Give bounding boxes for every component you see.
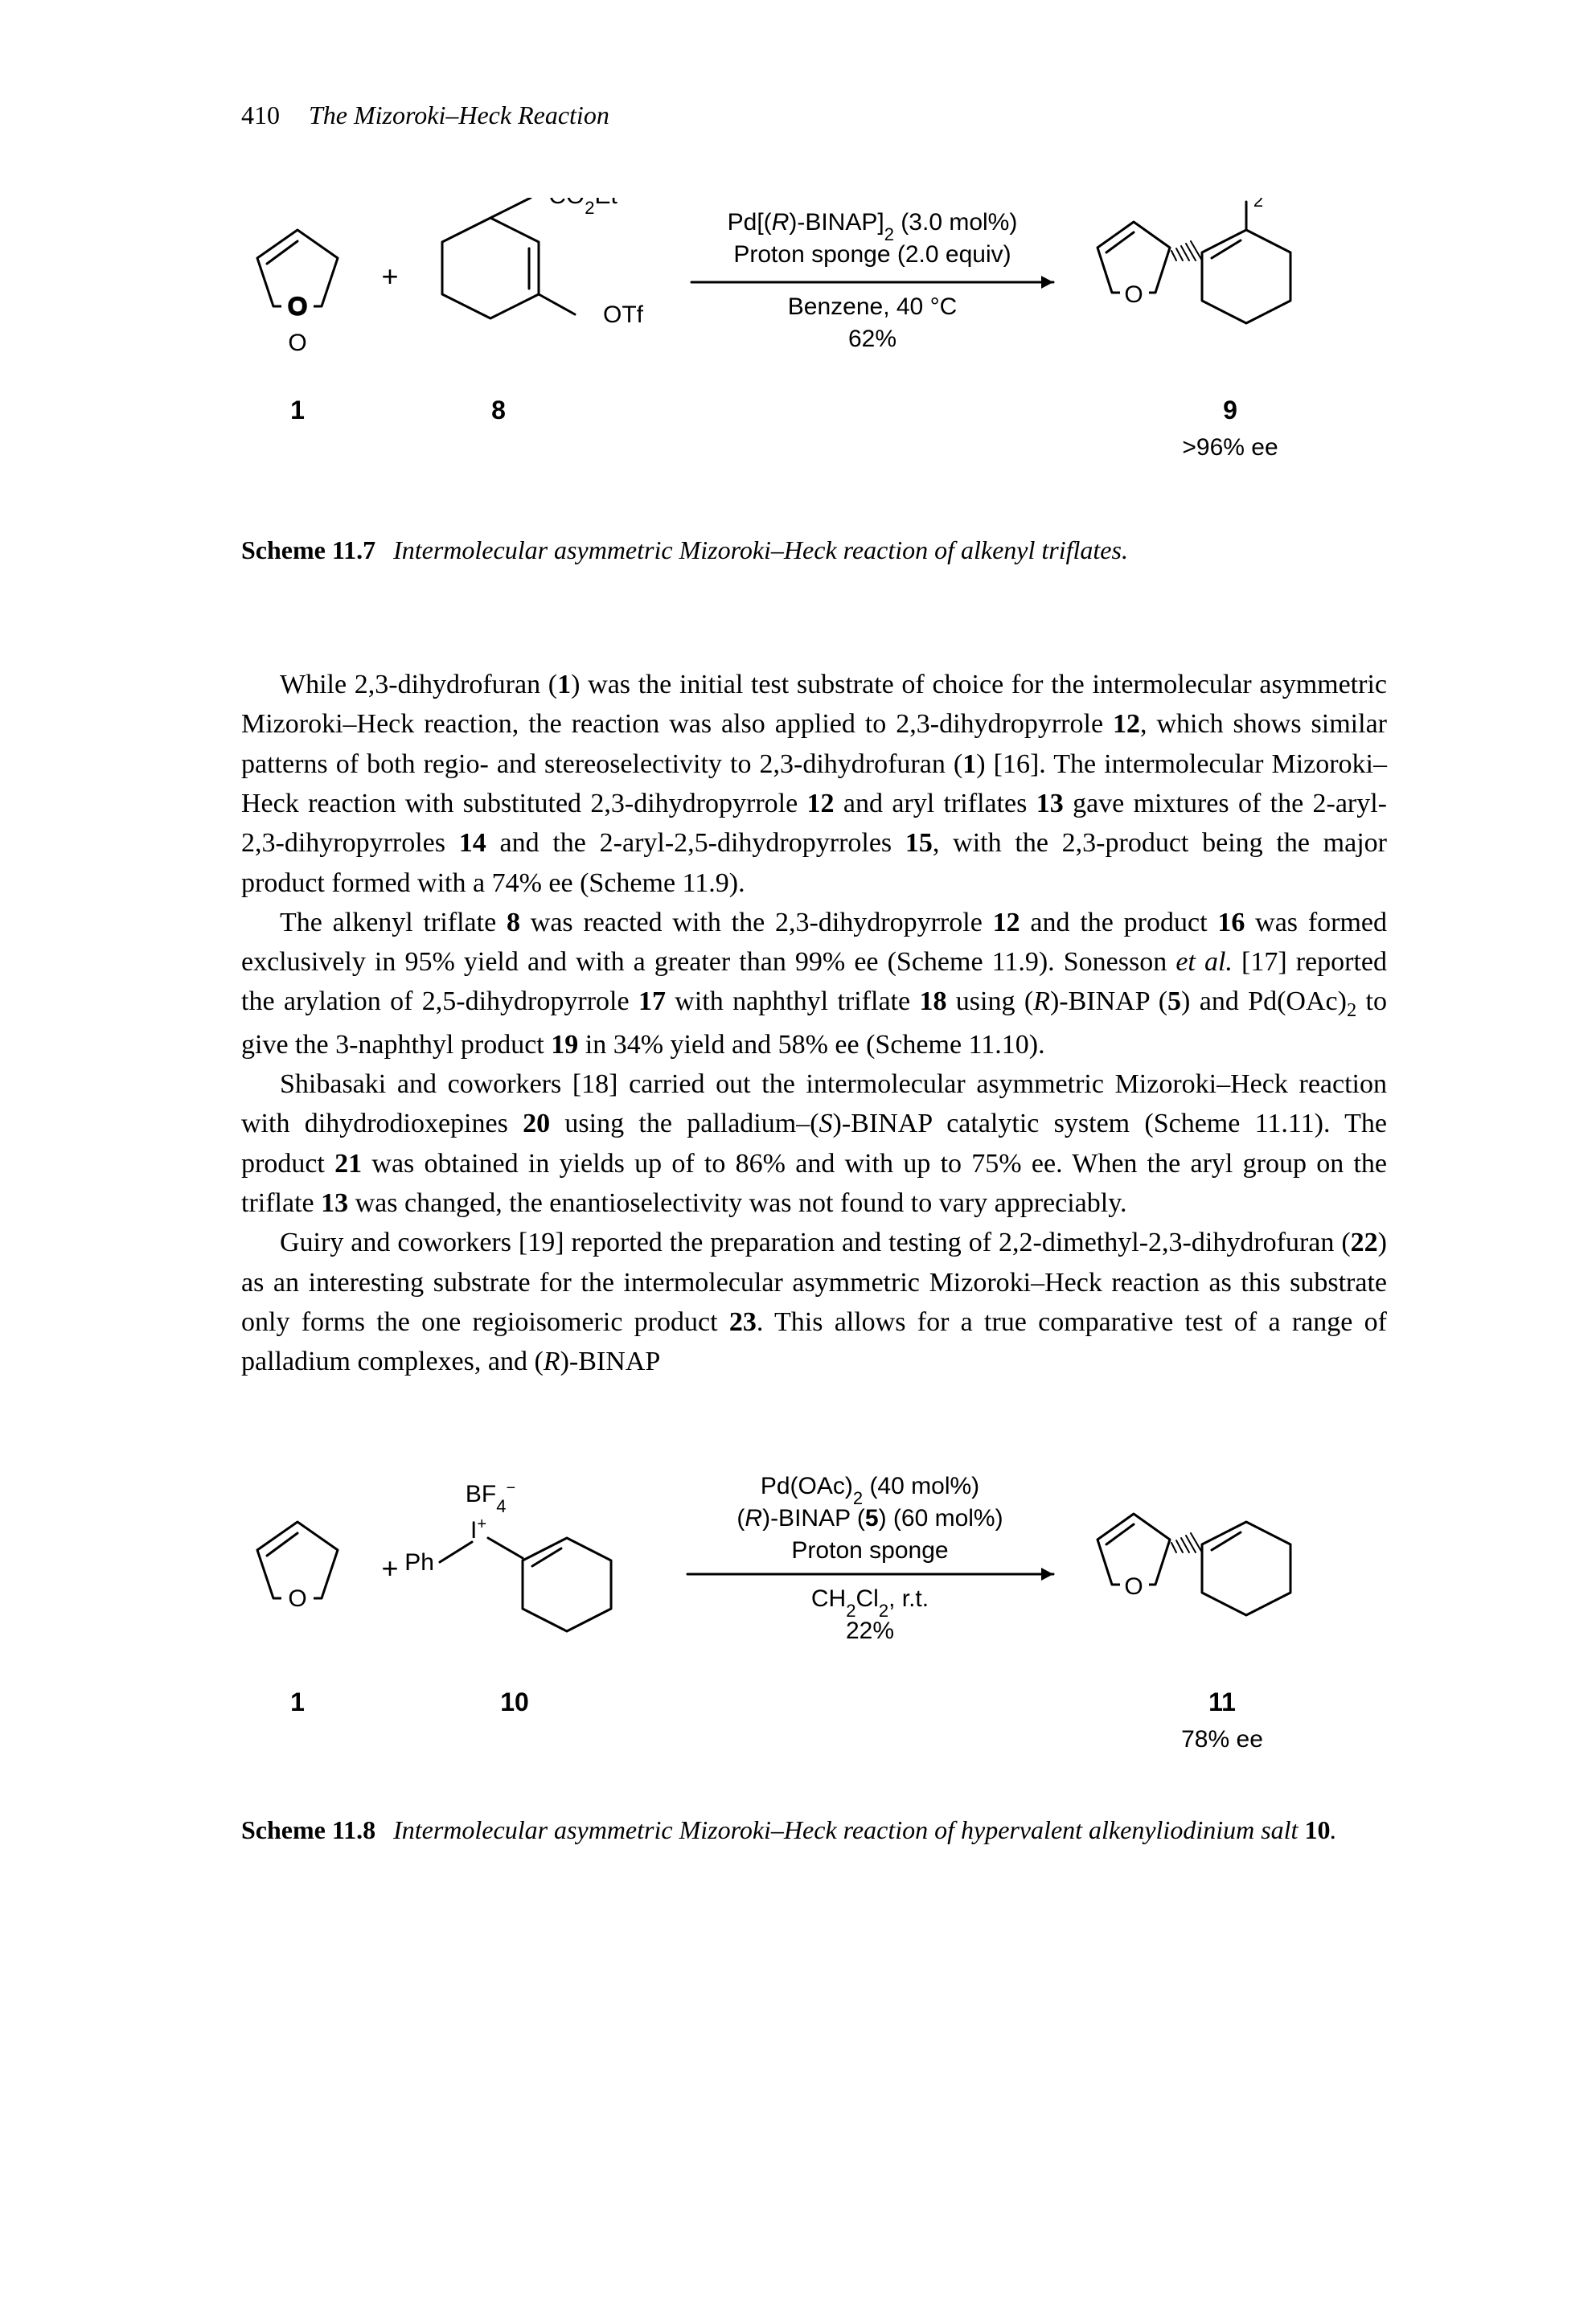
svg-text:>96% ee: >96% ee: [1182, 434, 1278, 461]
svg-text:BF4−: BF4−: [466, 1479, 515, 1516]
svg-text:O: O: [288, 330, 306, 356]
svg-text:I+: I+: [470, 1515, 486, 1544]
svg-text:.: .: [297, 324, 298, 326]
page-number: 410: [241, 100, 280, 129]
scheme-11-7-caption: Scheme 11.7 Intermolecular asymmetric Mi…: [241, 531, 1387, 568]
scheme-label-7: Scheme 11.7: [241, 535, 375, 564]
svg-text:22%: 22%: [846, 1618, 894, 1644]
scheme-11-7-figure: O . O + CO2Et OTf: [241, 198, 1387, 498]
svg-text:Ph: Ph: [404, 1549, 434, 1576]
svg-text:O: O: [1124, 281, 1143, 308]
scheme-11-8-figure: O + Ph I+ BF4− Pd(OAc)2 (4: [241, 1470, 1387, 1778]
svg-text:Benzene, 40 °C: Benzene, 40 °C: [788, 293, 957, 320]
running-title: The Mizoroki–Heck Reaction: [309, 100, 609, 129]
svg-text:11: 11: [1208, 1688, 1236, 1716]
paragraph-2: The alkenyl triflate 8 was reacted with …: [241, 903, 1387, 1064]
svg-text:(R)-BINAP (5) (60 mol%): (R)-BINAP (5) (60 mol%): [736, 1505, 1003, 1532]
svg-text:Pd[(R)-BINAP]2 (3.0 mol%): Pd[(R)-BINAP]2 (3.0 mol%): [728, 209, 1018, 244]
svg-text:1: 1: [290, 396, 305, 424]
svg-text:8: 8: [491, 396, 506, 424]
scheme-11-8-svg: O + Ph I+ BF4− Pd(OAc)2 (4: [241, 1470, 1387, 1767]
svg-text:CO2Et: CO2Et: [548, 198, 617, 218]
scheme-caption-8-text: Intermolecular asymmetric Mizoroki–Heck …: [393, 1815, 1336, 1844]
svg-text:78% ee: 78% ee: [1181, 1726, 1263, 1753]
svg-text:CH2Cl2, r.t.: CH2Cl2, r.t.: [811, 1585, 929, 1621]
svg-text:1: 1: [290, 1688, 305, 1716]
svg-text:O: O: [288, 1585, 306, 1612]
svg-text:Proton sponge: Proton sponge: [791, 1537, 948, 1564]
paragraph-4: Guiry and coworkers [19] reported the pr…: [241, 1223, 1387, 1381]
paragraph-3: Shibasaki and coworkers [18] carried out…: [241, 1064, 1387, 1223]
scheme-11-8-caption: Scheme 11.8 Intermolecular asymmetric Mi…: [241, 1811, 1387, 1848]
svg-text:+: +: [381, 260, 398, 293]
scheme-caption-7-text: Intermolecular asymmetric Mizoroki–Heck …: [393, 535, 1128, 564]
svg-text:62%: 62%: [848, 326, 896, 352]
scheme-11-7-svg: O . O + CO2Et OTf: [241, 198, 1387, 487]
svg-text:Proton sponge (2.0 equiv): Proton sponge (2.0 equiv): [733, 241, 1011, 268]
paragraph-1: While 2,3-dihydrofuran (1) was the initi…: [241, 665, 1387, 903]
svg-text:9: 9: [1223, 396, 1237, 424]
svg-text:O: O: [1124, 1573, 1143, 1600]
svg-text:Pd(OAc)2 (40 mol%): Pd(OAc)2 (40 mol%): [761, 1473, 979, 1508]
svg-text:OTf: OTf: [603, 301, 644, 328]
running-header: 410 The Mizoroki–Heck Reaction: [241, 96, 1387, 133]
svg-text:+: +: [381, 1552, 398, 1585]
scheme-label-8: Scheme 11.8: [241, 1815, 375, 1844]
svg-text:O: O: [288, 293, 306, 320]
svg-text:10: 10: [500, 1688, 529, 1716]
